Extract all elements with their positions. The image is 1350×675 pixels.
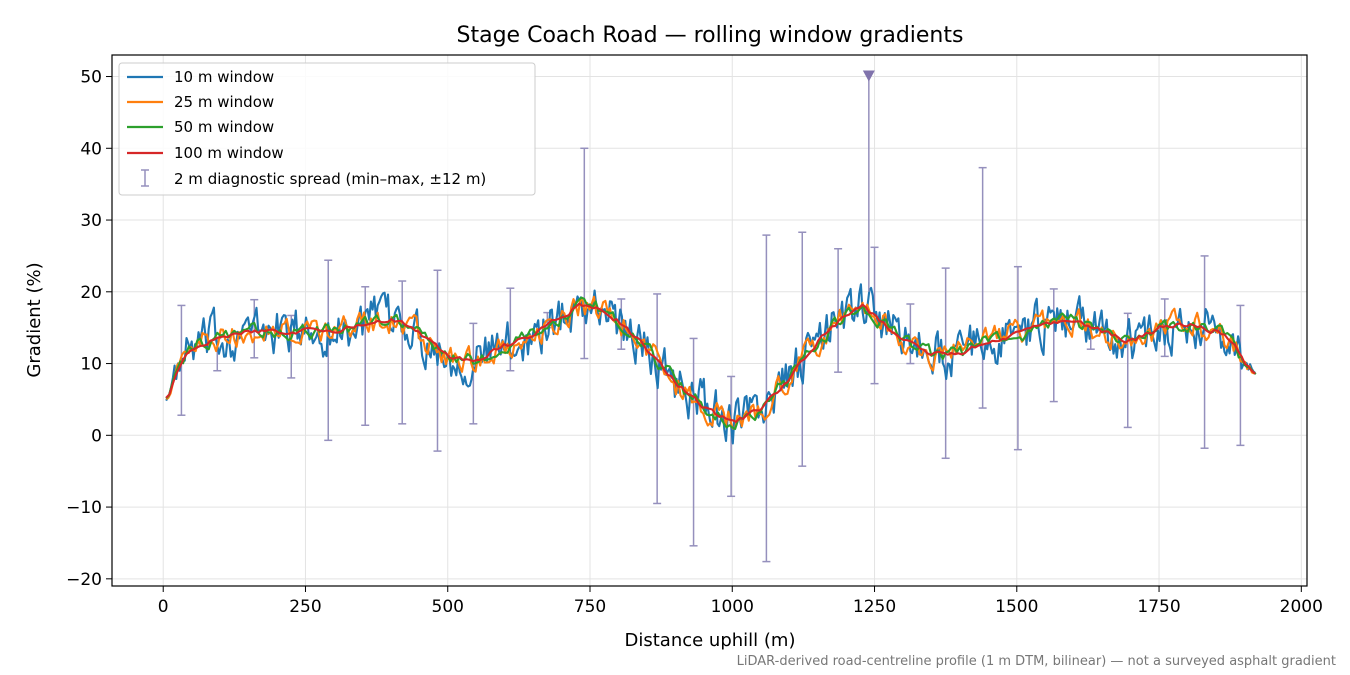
y-tick-label: 40: [80, 139, 102, 159]
y-tick-label: −20: [66, 570, 102, 590]
x-tick-label: 2000: [1280, 597, 1323, 617]
spread-errorbar: [941, 267, 950, 460]
gradient-series: [165, 283, 1257, 445]
spread-errorbar: [250, 298, 259, 359]
y-tick-label: −10: [66, 498, 102, 518]
x-axis-label: Distance uphill (m): [625, 630, 796, 651]
spread-errorbar: [1236, 304, 1245, 447]
spread-errorbar: [1200, 255, 1209, 449]
spread-errorbar: [906, 303, 915, 365]
spread-errorbar: [689, 337, 698, 547]
x-tick-label: 0: [158, 597, 169, 617]
spread-errorbar: [324, 259, 333, 442]
x-tick-label: 250: [289, 597, 321, 617]
x-tick-label: 1750: [1137, 597, 1180, 617]
spread-errorbar: [1049, 288, 1058, 403]
series-line-50m: [165, 296, 1257, 431]
y-tick-label: 20: [80, 283, 102, 303]
legend-label-spread: 2 m diagnostic spread (min–max, ±12 m): [174, 170, 486, 188]
spread-errorbar: [1013, 265, 1022, 451]
y-axis-ticks: −20 −10 0 10 20 30 40 50: [66, 68, 112, 590]
legend: 10 m window 25 m window 50 m window 100 …: [118, 62, 536, 196]
x-tick-label: 1500: [995, 597, 1038, 617]
chart-footnote: LiDAR-derived road-centreline profile (1…: [737, 654, 1336, 669]
peak-marker-layer: [862, 70, 875, 292]
x-tick-label: 1000: [711, 597, 754, 617]
spread-errorbar: [978, 166, 987, 409]
x-tick-label: 1250: [853, 597, 896, 617]
spread-errorbar: [1160, 298, 1169, 358]
x-axis-ticks: 0 250 500 750 1000 1250 1500 1750 2000: [158, 586, 1323, 617]
y-tick-label: 10: [80, 355, 102, 375]
spread-errorbar: [361, 286, 370, 427]
y-tick-label: 0: [91, 426, 102, 446]
series-line-100m: [165, 302, 1256, 424]
legend-label-10m: 10 m window: [174, 68, 274, 86]
spread-errorbar: [834, 247, 843, 373]
peak-marker: [862, 70, 875, 82]
plot-frame: [111, 54, 1308, 587]
spread-errorbar: [653, 293, 662, 505]
legend-label-25m: 25 m window: [174, 93, 274, 111]
chart-title: Stage Coach Road — rolling window gradie…: [457, 23, 964, 48]
legend-label-50m: 50 m window: [174, 118, 274, 136]
legend-label-100m: 100 m window: [174, 144, 284, 162]
x-tick-label: 750: [574, 597, 606, 617]
y-tick-label: 50: [80, 68, 102, 88]
diagnostic-spread-errorbars: [177, 147, 1245, 563]
spread-errorbar: [398, 280, 407, 425]
y-tick-label: 30: [80, 211, 102, 231]
y-axis-label: Gradient (%): [24, 262, 45, 377]
legend-swatch-spread: [141, 169, 149, 187]
x-tick-label: 500: [432, 597, 464, 617]
legend-box: [118, 62, 536, 196]
spread-errorbar: [580, 147, 589, 360]
